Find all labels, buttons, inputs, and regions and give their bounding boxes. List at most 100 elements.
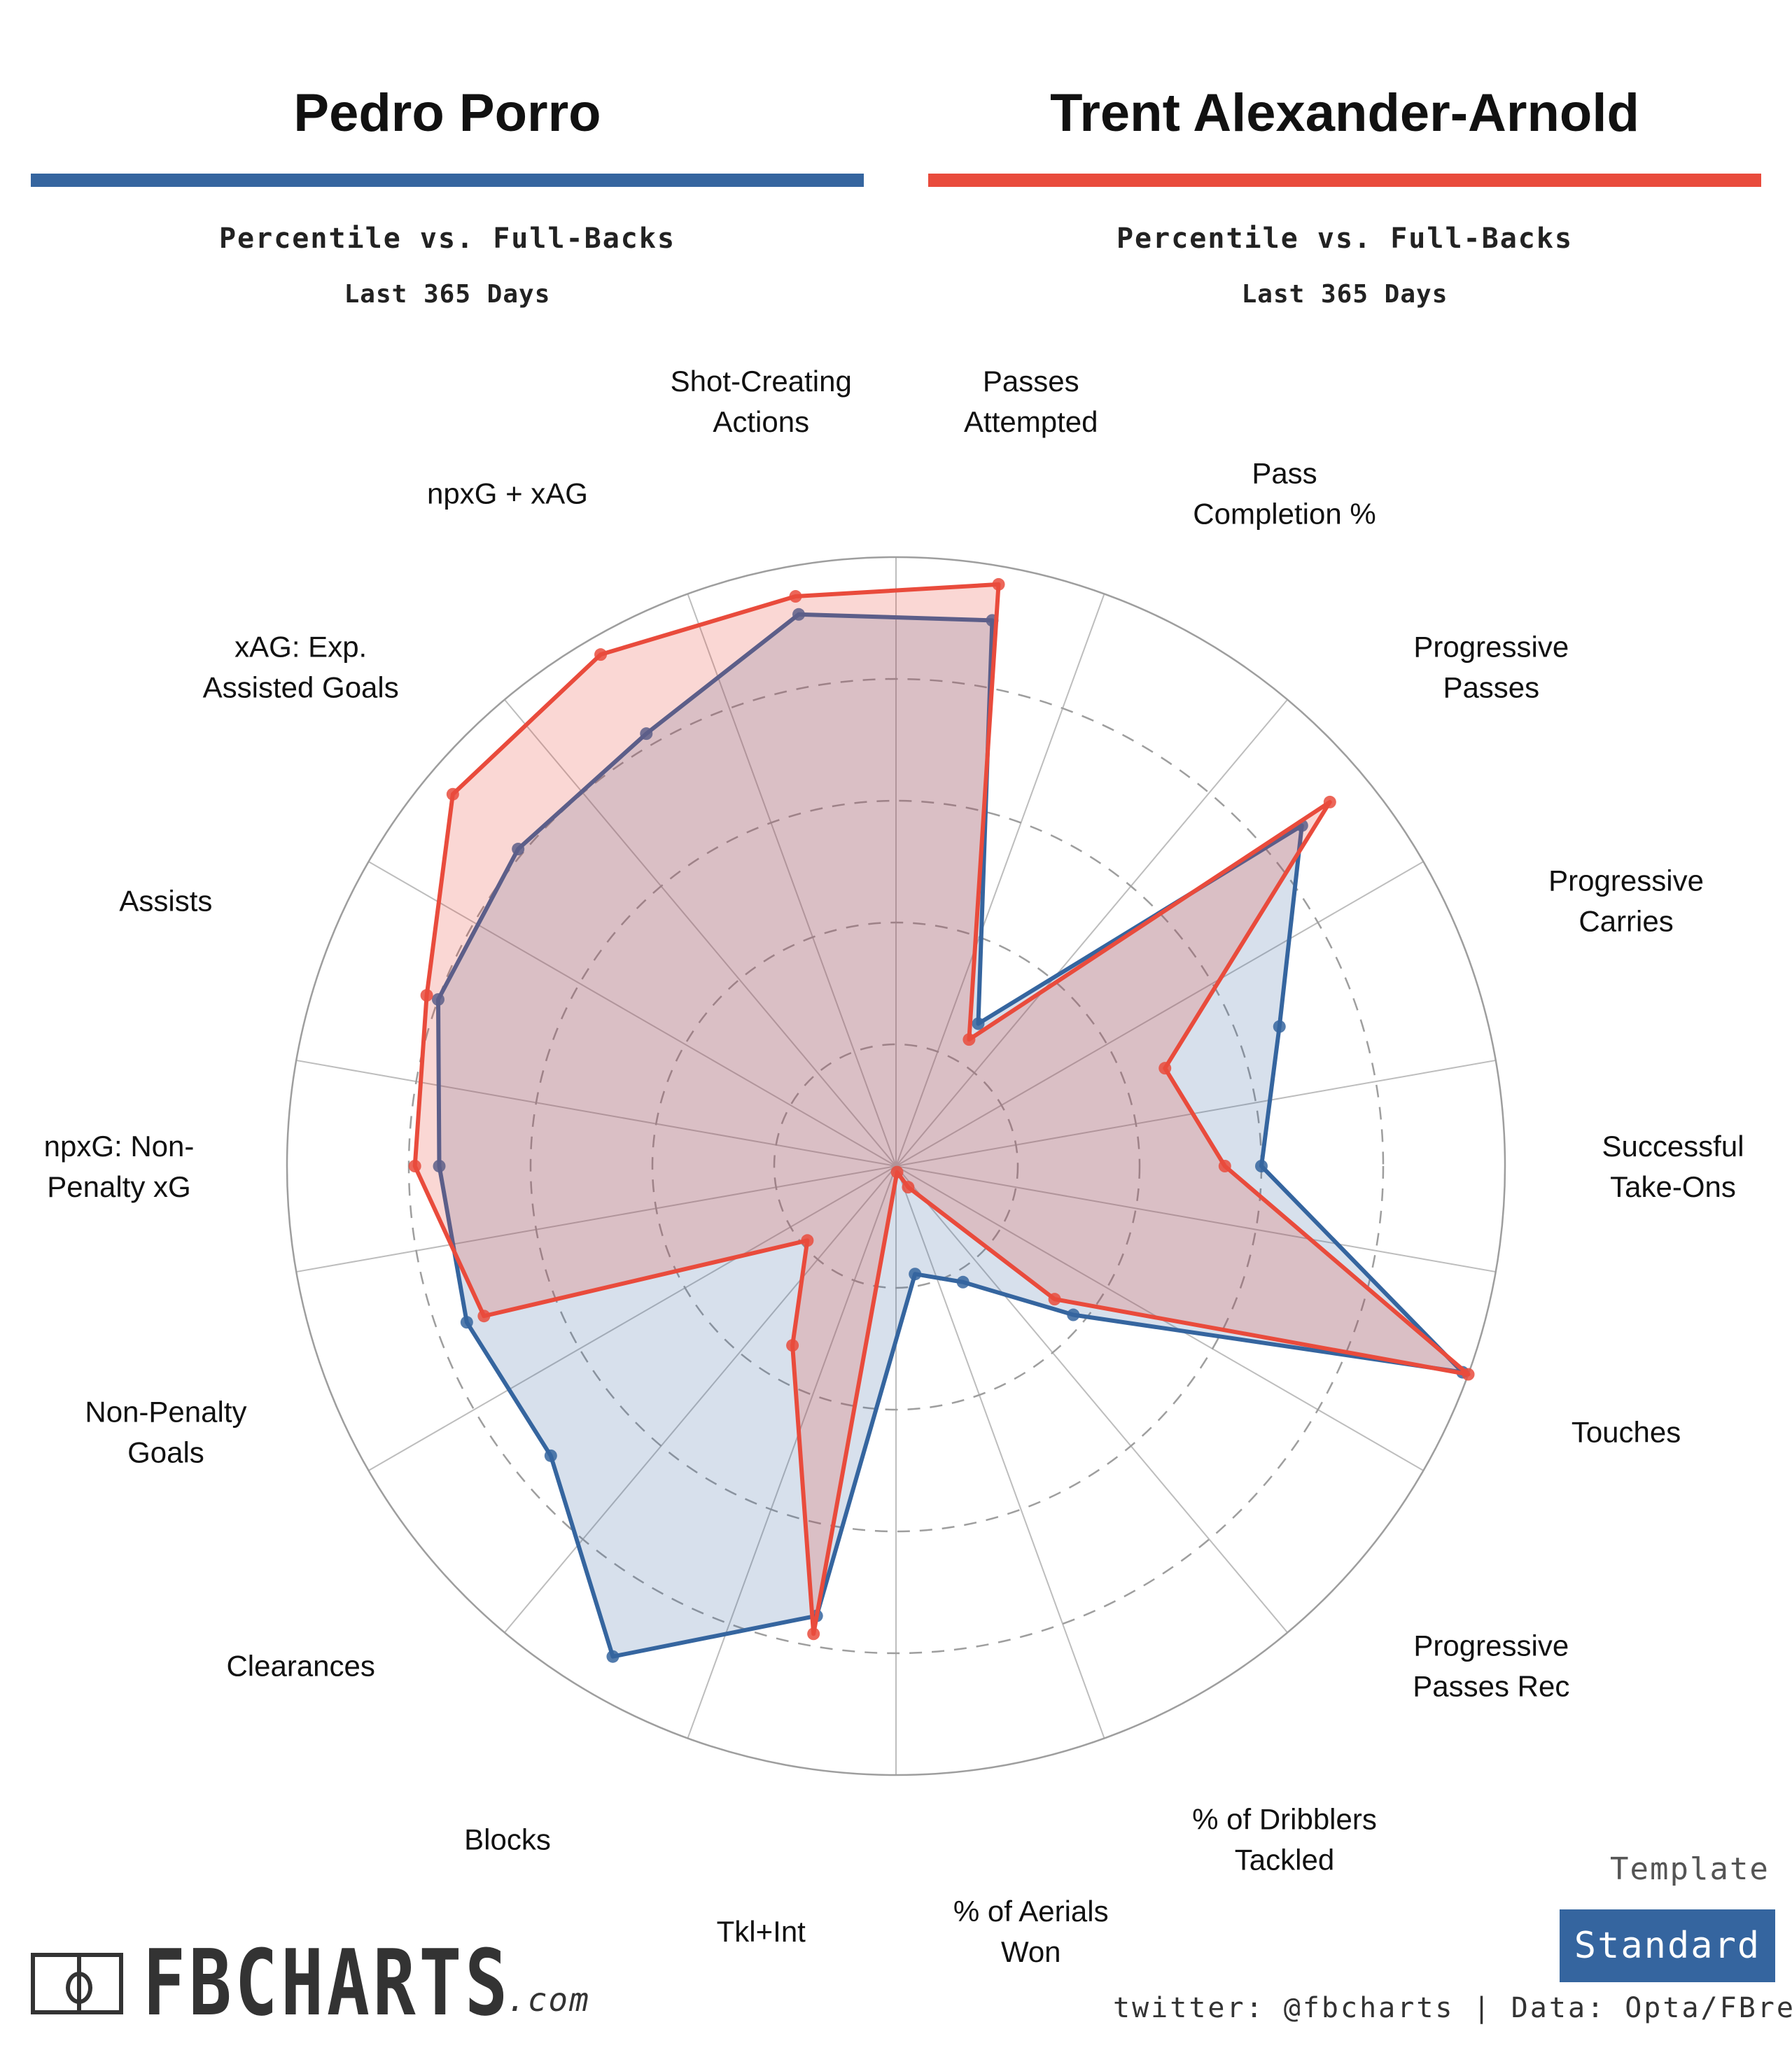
- radar-spoke: [296, 1059, 897, 1167]
- player-1-name: Pedro Porro: [293, 83, 601, 143]
- category-label-line: Progressive: [1413, 1629, 1569, 1662]
- category-label-line: Blocks: [464, 1823, 551, 1856]
- player-1-subtitle: Percentile vs. Full-Backs: [218, 223, 676, 255]
- category-label: npxG + xAG: [427, 477, 588, 510]
- category-label: Passes Attempted: [964, 365, 1098, 438]
- data-point-trent-alexander-arnold: [786, 1339, 799, 1352]
- category-label-line: npxG: Non-: [44, 1130, 195, 1163]
- data-point-trent-alexander-arnold: [807, 1627, 820, 1641]
- data-point-pedro-porro: [640, 727, 653, 741]
- data-point-trent-alexander-arnold: [962, 1033, 976, 1046]
- radar-spoke: [368, 1165, 897, 1471]
- data-point-pedro-porro: [1067, 1308, 1080, 1321]
- category-label: Tkl+Int: [717, 1915, 806, 1948]
- category-label-line: Successful: [1602, 1130, 1744, 1163]
- data-point-trent-alexander-arnold: [890, 1165, 904, 1179]
- category-label-line: Attempted: [964, 405, 1098, 438]
- data-point-pedro-porro: [512, 843, 525, 856]
- category-label: Touches: [1572, 1416, 1681, 1449]
- data-point-pedro-porro: [1255, 1160, 1268, 1172]
- radar-spoke: [895, 1059, 1496, 1167]
- category-label-line: % of Dribblers: [1192, 1802, 1377, 1835]
- template-standard-button[interactable]: Standard: [1560, 1909, 1775, 1982]
- data-point-pedro-porro: [606, 1650, 620, 1663]
- data-point-pedro-porro: [972, 1017, 985, 1030]
- radar-grid-ring: [651, 921, 1141, 1411]
- data-point-trent-alexander-arnold: [1323, 795, 1336, 808]
- data-point-pedro-porro: [431, 993, 444, 1006]
- category-label: Pass Completion %: [1193, 457, 1376, 531]
- category-label-line: xAG: Exp.: [234, 631, 367, 664]
- data-point-trent-alexander-arnold: [1218, 1160, 1231, 1172]
- data-point-trent-alexander-arnold: [594, 648, 608, 661]
- category-label-line: Tkl+Int: [717, 1915, 806, 1948]
- category-label: Shot-Creating Actions: [671, 365, 852, 438]
- data-point-pedro-porro: [792, 608, 806, 621]
- data-point-trent-alexander-arnold: [446, 787, 459, 801]
- player-2-name: Trent Alexander-Arnold: [1050, 83, 1639, 143]
- radar-spoke: [687, 594, 897, 1167]
- data-point-trent-alexander-arnold: [477, 1310, 491, 1323]
- category-label-line: Penalty xG: [47, 1170, 190, 1203]
- player-2-color-bar: [928, 174, 1761, 187]
- category-label: % of Aerials Won: [953, 1895, 1109, 1968]
- data-point-pedro-porro: [460, 1316, 473, 1329]
- player-2-subtitle: Percentile vs. Full-Backs: [1116, 223, 1574, 255]
- data-point-trent-alexander-arnold: [801, 1234, 814, 1247]
- player-1-color-bar: [31, 174, 864, 187]
- radar-spoke: [895, 1165, 1105, 1739]
- category-label: Progressive Carries: [1548, 864, 1704, 937]
- data-point-trent-alexander-arnold: [408, 1160, 421, 1172]
- category-label: Non-Penalty Goals: [85, 1396, 246, 1469]
- template-label: Template: [1610, 1851, 1770, 1887]
- data-point-trent-alexander-arnold: [902, 1181, 915, 1194]
- category-label-line: Passes Rec: [1413, 1669, 1569, 1702]
- radar-spoke: [687, 1165, 897, 1739]
- radar-spoke: [504, 1165, 897, 1634]
- data-point-trent-alexander-arnold: [789, 590, 802, 603]
- radar-spoke: [895, 1165, 1288, 1634]
- player-2-period: Last 365 Days: [1241, 280, 1448, 309]
- category-label-line: Progressive: [1548, 864, 1704, 897]
- data-point-trent-alexander-arnold: [1462, 1368, 1475, 1381]
- category-label-line: Clearances: [226, 1649, 374, 1682]
- category-label: Progressive Passes: [1413, 631, 1569, 704]
- radar-spoke: [296, 1165, 897, 1273]
- category-label: % of Dribblers Tackled: [1192, 1802, 1377, 1876]
- category-label: npxG: Non- Penalty xG: [44, 1130, 195, 1203]
- category-label-line: Passes: [1443, 671, 1539, 704]
- category-label: xAG: Exp. Assisted Goals: [203, 631, 399, 704]
- radar-spoke: [368, 861, 897, 1167]
- category-label-line: Assisted Goals: [203, 671, 399, 704]
- category-label-line: % of Aerials: [953, 1895, 1109, 1928]
- category-label-line: Pass: [1252, 457, 1317, 490]
- logo-suffix: .com: [507, 1981, 590, 2019]
- logo-text: FBCHARTS: [143, 1930, 511, 2036]
- data-point-pedro-porro: [909, 1268, 922, 1281]
- radar-spoke: [895, 699, 1288, 1167]
- radar-spoke: [895, 861, 1424, 1167]
- radar-spoke: [504, 699, 897, 1167]
- pitch-icon: [31, 1953, 123, 2014]
- category-label: Progressive Passes Rec: [1413, 1629, 1569, 1702]
- category-label: Assists: [119, 884, 212, 917]
- category-label: Clearances: [226, 1649, 374, 1682]
- radar-spoke: [895, 594, 1105, 1167]
- category-label-line: Passes: [983, 365, 1079, 398]
- data-point-trent-alexander-arnold: [1158, 1062, 1172, 1075]
- category-label-line: Actions: [713, 405, 809, 438]
- category-label-line: Take-Ons: [1610, 1170, 1736, 1203]
- data-point-pedro-porro: [1273, 1020, 1286, 1033]
- category-label-line: Progressive: [1413, 631, 1569, 664]
- category-label-line: Assists: [119, 884, 212, 917]
- radar-grid-ring: [773, 1043, 1019, 1289]
- data-point-trent-alexander-arnold: [992, 577, 1005, 591]
- data-point-pedro-porro: [433, 1160, 446, 1172]
- category-label-line: Tackled: [1235, 1843, 1334, 1876]
- data-point-pedro-porro: [544, 1449, 557, 1462]
- category-label-line: Shot-Creating: [671, 365, 852, 398]
- category-label-line: Goals: [127, 1436, 204, 1469]
- category-label-line: Carries: [1578, 904, 1673, 937]
- radar-outer-ring: [286, 556, 1506, 1776]
